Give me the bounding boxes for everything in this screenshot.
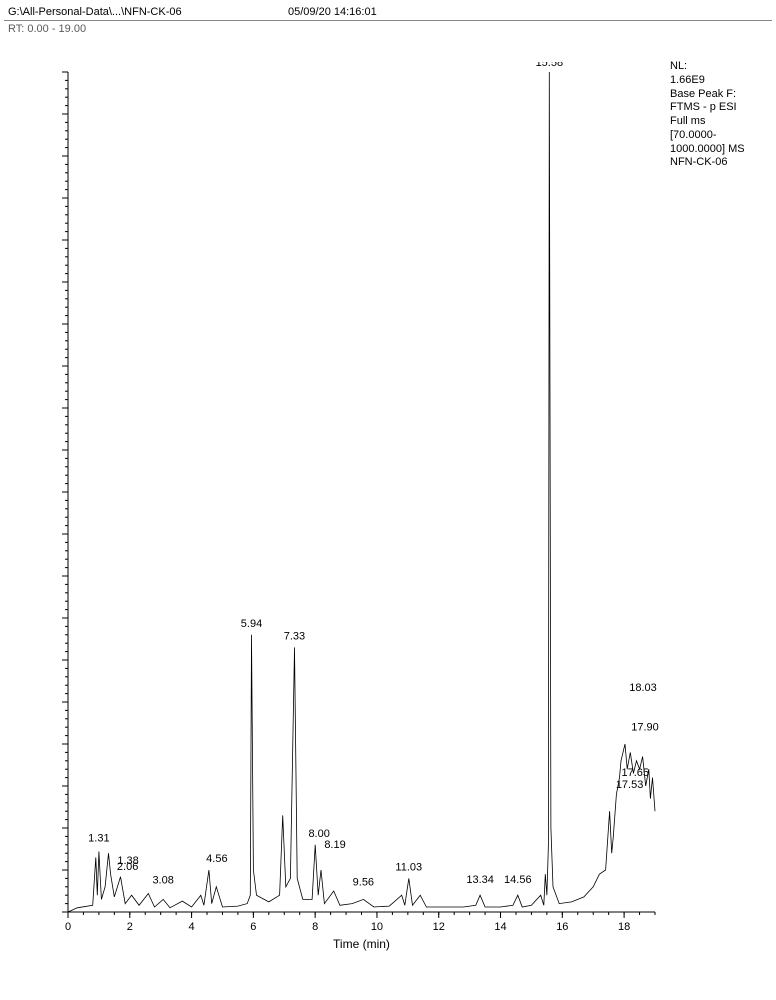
svg-text:18.03: 18.03 [629,682,657,694]
svg-text:11.03: 11.03 [395,861,422,873]
svg-text:6: 6 [250,921,256,933]
svg-text:4.56: 4.56 [206,853,227,865]
svg-text:10: 10 [371,921,383,933]
chromatogram-chart: 0246810121416180510152025303540455055606… [60,62,660,932]
anno-line: NFN-CK-06 [670,156,770,170]
anno-line: 1000.0000] MS [670,143,770,157]
chromatogram-page: G:\All-Personal-Data\...\NFN-CK-06 05/09… [0,0,776,1000]
svg-text:14: 14 [494,921,506,933]
svg-text:17.90: 17.90 [631,722,659,734]
svg-text:15.58: 15.58 [536,62,564,69]
svg-text:17.53: 17.53 [616,779,644,791]
svg-text:2.06: 2.06 [117,861,138,873]
svg-text:4: 4 [189,921,195,933]
svg-text:5.94: 5.94 [241,618,262,630]
svg-text:18: 18 [618,921,630,933]
svg-text:9.56: 9.56 [353,876,374,888]
svg-text:1.31: 1.31 [88,833,109,845]
anno-line: Full ms [670,115,770,129]
svg-text:16: 16 [556,921,568,933]
scan-annotation: NL: 1.66E9 Base Peak F: FTMS - p ESI Ful… [670,60,770,170]
rt-range: RT: 0.00 - 19.00 [0,21,776,37]
svg-text:3.08: 3.08 [152,874,173,886]
svg-text:7.33: 7.33 [284,630,305,642]
svg-text:Time (min): Time (min) [333,937,390,951]
svg-text:8: 8 [312,921,318,933]
anno-line: Base Peak F: [670,88,770,102]
anno-line: NL: [670,60,770,74]
file-timestamp: 05/09/20 14:16:01 [288,6,377,18]
file-path: G:\All-Personal-Data\...\NFN-CK-06 [8,6,288,18]
svg-text:8.00: 8.00 [308,828,329,840]
svg-text:8.19: 8.19 [324,839,345,851]
anno-line: 1.66E9 [670,74,770,88]
svg-text:0: 0 [65,921,71,933]
anno-line: FTMS - p ESI [670,101,770,115]
svg-text:2: 2 [127,921,133,933]
anno-line: [70.0000- [670,129,770,143]
svg-text:13.34: 13.34 [466,874,494,886]
file-header: G:\All-Personal-Data\...\NFN-CK-06 05/09… [0,0,776,20]
svg-text:14.56: 14.56 [504,874,532,886]
svg-text:12: 12 [433,921,445,933]
svg-text:17.65: 17.65 [622,767,650,779]
